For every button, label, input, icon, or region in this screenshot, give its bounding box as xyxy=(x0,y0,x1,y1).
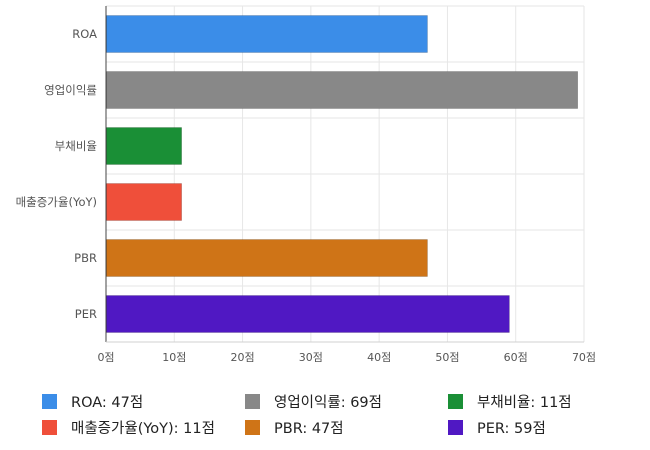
legend-label: ROA: 47점 xyxy=(71,394,144,411)
x-tick-label: 30점 xyxy=(299,351,323,364)
bar[interactable] xyxy=(106,71,578,109)
legend-label: 부채비율: 11점 xyxy=(477,394,572,411)
legend-swatch xyxy=(42,393,57,409)
x-tick-label: 60점 xyxy=(504,351,528,364)
x-tick-label: 0점 xyxy=(97,351,114,364)
category-label: 매출증가율(YoY) xyxy=(16,195,97,209)
category-label: PBR xyxy=(74,251,97,265)
bar[interactable] xyxy=(106,295,510,333)
legend-label: 영업이익률: 69점 xyxy=(274,394,382,411)
legend-swatch xyxy=(245,393,260,409)
x-tick-label: 40점 xyxy=(367,351,391,364)
legend-item-per[interactable]: PER: 59점 xyxy=(448,416,546,438)
legend-item-pbr[interactable]: PBR: 47점 xyxy=(245,416,344,438)
category-label: PER xyxy=(75,307,97,321)
category-label: 부채비율 xyxy=(55,139,97,153)
x-tick-label: 20점 xyxy=(231,351,255,364)
category-label: ROA xyxy=(72,27,97,41)
legend-item-operating-margin[interactable]: 영업이익률: 69점 xyxy=(245,390,382,412)
legend-swatch xyxy=(42,419,57,435)
x-tick-label: 50점 xyxy=(435,351,459,364)
legend-item-roa[interactable]: ROA: 47점 xyxy=(42,390,143,412)
legend-item-debt-ratio[interactable]: 부채비율: 11점 xyxy=(448,390,572,412)
category-label: 영업이익률 xyxy=(44,83,97,97)
x-tick-label: 70점 xyxy=(572,351,596,364)
legend-label: 매출증가율(YoY): 11점 xyxy=(71,420,215,437)
legend-swatch xyxy=(448,393,463,409)
legend-swatch xyxy=(245,419,260,435)
bar[interactable] xyxy=(106,183,182,221)
bar-chart: 0점 10점 20점 30점 40점 50점 60점 70점 ROA 영업이익률부채비율매출증가율… xyxy=(16,5,596,364)
legend-swatch xyxy=(448,419,463,435)
chart-legend: ROA: 47점 영업이익률: 69점 부채비율: 11점 매출증가율(YoY)… xyxy=(0,388,650,444)
legend-item-revenue-growth[interactable]: 매출증가율(YoY): 11점 xyxy=(42,416,215,438)
x-tick-label: 10점 xyxy=(162,351,186,364)
bar[interactable] xyxy=(106,239,428,277)
legend-label: PER: 59점 xyxy=(477,420,546,437)
legend-label: PBR: 47점 xyxy=(274,420,344,437)
bar[interactable] xyxy=(106,15,428,53)
bar[interactable] xyxy=(106,127,182,165)
